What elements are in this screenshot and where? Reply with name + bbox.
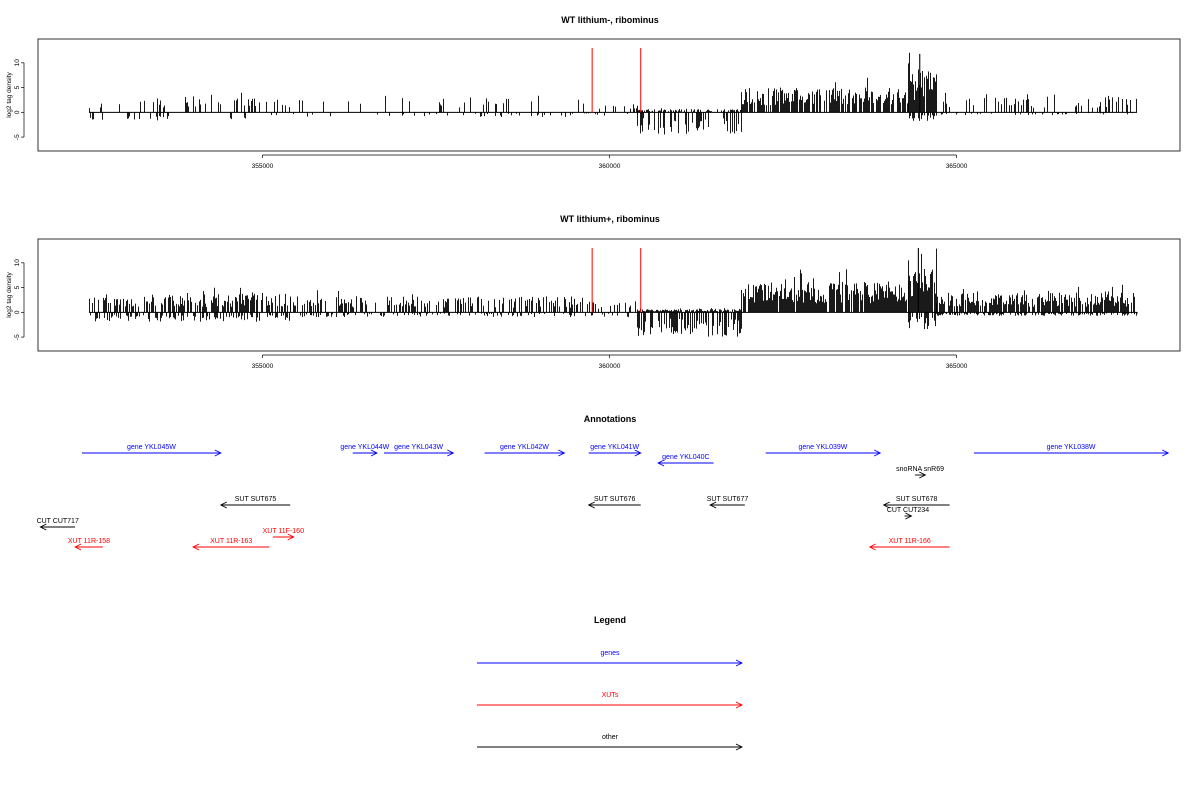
feature-label: SUT SUT678 <box>896 496 938 503</box>
x-axis: 355000 360000 365000 <box>252 354 968 370</box>
legend-items: genes XUTs other <box>477 650 744 751</box>
feature-label: CUT CUT717 <box>37 518 79 525</box>
signal-bars <box>89 247 1138 337</box>
legend-label: other <box>602 734 619 741</box>
legend-title: Legend <box>594 615 626 625</box>
x-tick-label: 360000 <box>599 363 621 370</box>
feature-label: gene YKL039W <box>798 444 847 451</box>
feature-label: snoRNA snR69 <box>896 466 944 473</box>
feature-label: gene YKL038W <box>1047 444 1096 451</box>
feature-arrow-head <box>1162 449 1170 457</box>
feature-arrow-head <box>74 543 82 551</box>
feature-label: gene YKL044W <box>340 444 389 451</box>
y-axis: -5 0 5 10 <box>14 59 25 140</box>
feature-arrow-head <box>558 449 566 457</box>
x-tick-label: 355000 <box>252 363 274 370</box>
y-tick-label: 10 <box>14 259 21 267</box>
y-axis: -5 0 5 10 <box>14 259 25 340</box>
feature-arrow-head <box>657 459 665 467</box>
annotation-track: Annotations gene YKL045W gene YKL044W gene… <box>37 414 1170 551</box>
feature-arrows: gene YKL045W gene YKL044W gene YKL043W gene… <box>37 444 1170 551</box>
x-tick-label: 355000 <box>252 163 274 170</box>
feature-arrow-head <box>192 543 200 551</box>
y-axis-label: log2 tag density <box>6 71 13 117</box>
feature-arrow-head <box>868 543 876 551</box>
feature-label: SUT SUT675 <box>235 496 277 503</box>
feature-arrow-head <box>214 449 222 457</box>
panel-title: WT lithium-, ribominus <box>561 15 659 25</box>
feature-label: SUT SUT676 <box>594 496 636 503</box>
panel-lithium-minus: WT lithium-, ribominus log2 tag density … <box>6 15 1181 170</box>
x-tick-label: 365000 <box>946 363 968 370</box>
x-tick-label: 360000 <box>599 163 621 170</box>
plot-frame <box>37 38 1181 152</box>
legend: Legend genes XUTs other <box>477 615 744 751</box>
signal-bars <box>89 52 1137 135</box>
feature-label: XUT 11R-158 <box>68 538 110 545</box>
feature-arrow-head <box>873 449 882 457</box>
marker-lines <box>591 247 642 313</box>
feature-label: gene YKL041W <box>590 444 639 451</box>
feature-arrow-head <box>634 449 642 457</box>
annotations-title: Annotations <box>584 414 637 424</box>
feature-label: CUT CUT234 <box>887 507 929 514</box>
x-tick-label: 365000 <box>946 163 968 170</box>
legend-label: XUTs <box>602 692 619 699</box>
feature-arrow-head <box>219 501 228 509</box>
feature-arrow-head <box>39 523 47 531</box>
feature-arrow-head <box>587 501 595 509</box>
feature-arrow-head <box>447 449 455 457</box>
y-tick-label: 5 <box>14 285 21 289</box>
feature-label: gene YKL040C <box>662 454 709 461</box>
y-tick-label: 10 <box>14 59 21 67</box>
feature-arrow-head <box>919 471 927 479</box>
panel-lithium-plus: WT lithium+, ribominus log2 tag density … <box>6 214 1181 370</box>
y-tick-label: 0 <box>14 310 21 314</box>
plot-frame <box>37 238 1181 352</box>
legend-arrow-head <box>735 743 744 751</box>
feature-arrow-head <box>287 533 295 541</box>
feature-label: XUT 11F-160 <box>263 528 304 535</box>
marker-lines <box>591 47 642 113</box>
y-axis-label: log2 tag density <box>6 271 13 317</box>
feature-arrow-head <box>709 501 717 509</box>
feature-label: XUT 11R-166 <box>889 538 931 545</box>
x-axis: 355000 360000 365000 <box>252 154 968 170</box>
feature-label: gene YKL045W <box>127 444 176 451</box>
feature-arrow-head <box>905 512 913 520</box>
feature-label: SUT SUT677 <box>707 496 749 503</box>
y-tick-label: 5 <box>14 85 21 89</box>
feature-arrow-head <box>882 501 890 509</box>
legend-arrow-head <box>735 701 744 709</box>
y-tick-label: -5 <box>14 334 21 340</box>
y-tick-label: 0 <box>14 110 21 114</box>
feature-label: XUT 11R-163 <box>210 538 252 545</box>
feature-arrow-head <box>370 449 378 457</box>
feature-label: gene YKL043W <box>394 444 443 451</box>
legend-label: genes <box>600 650 620 657</box>
legend-arrow-head <box>735 659 744 667</box>
y-tick-label: -5 <box>14 134 21 140</box>
feature-label: gene YKL042W <box>500 444 549 451</box>
panel-title: WT lithium+, ribominus <box>560 214 660 224</box>
